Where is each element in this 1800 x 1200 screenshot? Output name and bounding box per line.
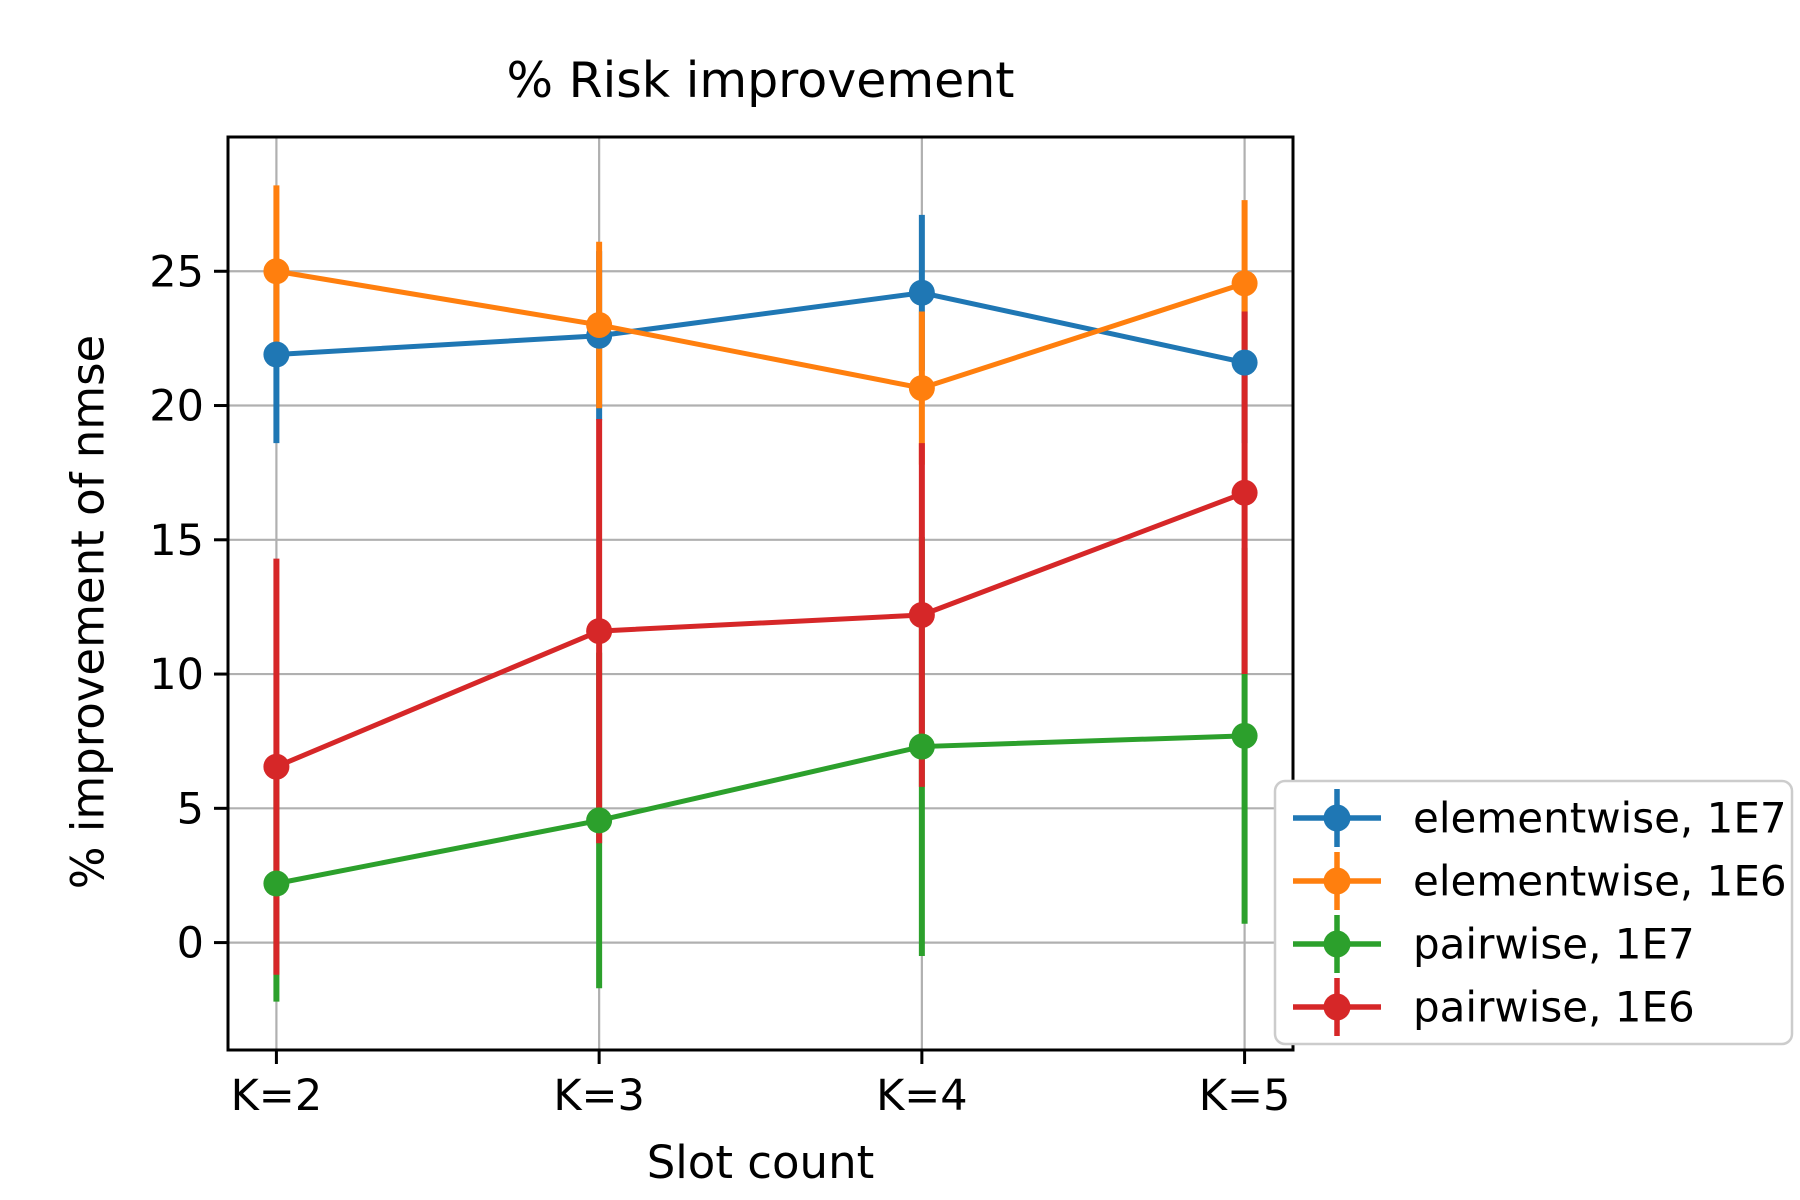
data-line [275, 490, 1246, 770]
data-point-marker [263, 753, 290, 780]
legend-handle-marker [1323, 804, 1351, 832]
data-point-marker [263, 870, 290, 897]
data-point-marker [263, 341, 290, 368]
x-tick-label-K=2: K=2 [231, 1071, 323, 1121]
data-point-marker [586, 311, 613, 338]
data-point-marker [908, 375, 935, 402]
data-line [275, 268, 1246, 391]
x-axis-label: Slot count [646, 1136, 875, 1189]
y-tick-label-15: 15 [149, 516, 204, 566]
legend-entry-pairwise, 1E7: pairwise, 1E7 [1293, 915, 1695, 973]
data-line [276, 290, 1246, 366]
legend-handle-marker [1323, 930, 1351, 958]
legend: elementwise, 1E7 elementwise, 1E6 pairwise… [1273, 779, 1794, 1046]
legend-entry-elementwise, 1E7: elementwise, 1E7 [1293, 789, 1787, 847]
series-markers-elementwise, 1E6 [263, 258, 1258, 402]
legend-box [1273, 779, 1794, 1046]
y-tick-label-5: 5 [177, 784, 204, 834]
chart-title: % Risk improvement [506, 52, 1015, 109]
data-point-marker [908, 279, 935, 306]
data-point-marker [1231, 270, 1258, 297]
x-axis-ticks: K=2 K=3 K=4 K=5 [231, 1050, 1291, 1121]
data-point-marker [908, 733, 935, 760]
legend-handle-marker [1323, 993, 1351, 1021]
x-tick-label-K=5: K=5 [1199, 1071, 1291, 1121]
y-tick-label-20: 20 [149, 382, 204, 432]
data-point-marker [586, 618, 613, 645]
data-point-marker [908, 601, 935, 628]
series-markers-pairwise, 1E7 [263, 722, 1258, 897]
data-point-marker [586, 807, 613, 834]
y-tick-label-10: 10 [149, 650, 204, 700]
x-tick-label-K=4: K=4 [876, 1071, 968, 1121]
y-axis-ticks: 0 5 10 15 20 25 [149, 247, 228, 969]
data-point-marker [1231, 479, 1258, 506]
legend-entry-pairwise, 1E6: pairwise, 1E6 [1293, 978, 1695, 1036]
legend-label: pairwise, 1E7 [1413, 920, 1695, 969]
legend-entry-elementwise, 1E6: elementwise, 1E6 [1293, 852, 1787, 910]
legend-label: pairwise, 1E6 [1413, 983, 1695, 1032]
x-tick-label-K=3: K=3 [553, 1071, 645, 1121]
legend-handle-marker [1323, 867, 1351, 895]
data-point-marker [1231, 349, 1258, 376]
data-point-marker [1231, 722, 1258, 749]
y-axis-label: % improvement of nmse [61, 334, 115, 890]
data-point-marker [263, 258, 290, 285]
y-tick-label-0: 0 [177, 919, 204, 969]
series-markers-pairwise, 1E6 [263, 479, 1258, 780]
y-tick-label-25: 25 [149, 247, 204, 297]
data-line [275, 733, 1245, 886]
legend-label: elementwise, 1E7 [1413, 794, 1787, 843]
plot-border [226, 135, 1295, 1052]
legend-label: elementwise, 1E6 [1413, 857, 1787, 906]
